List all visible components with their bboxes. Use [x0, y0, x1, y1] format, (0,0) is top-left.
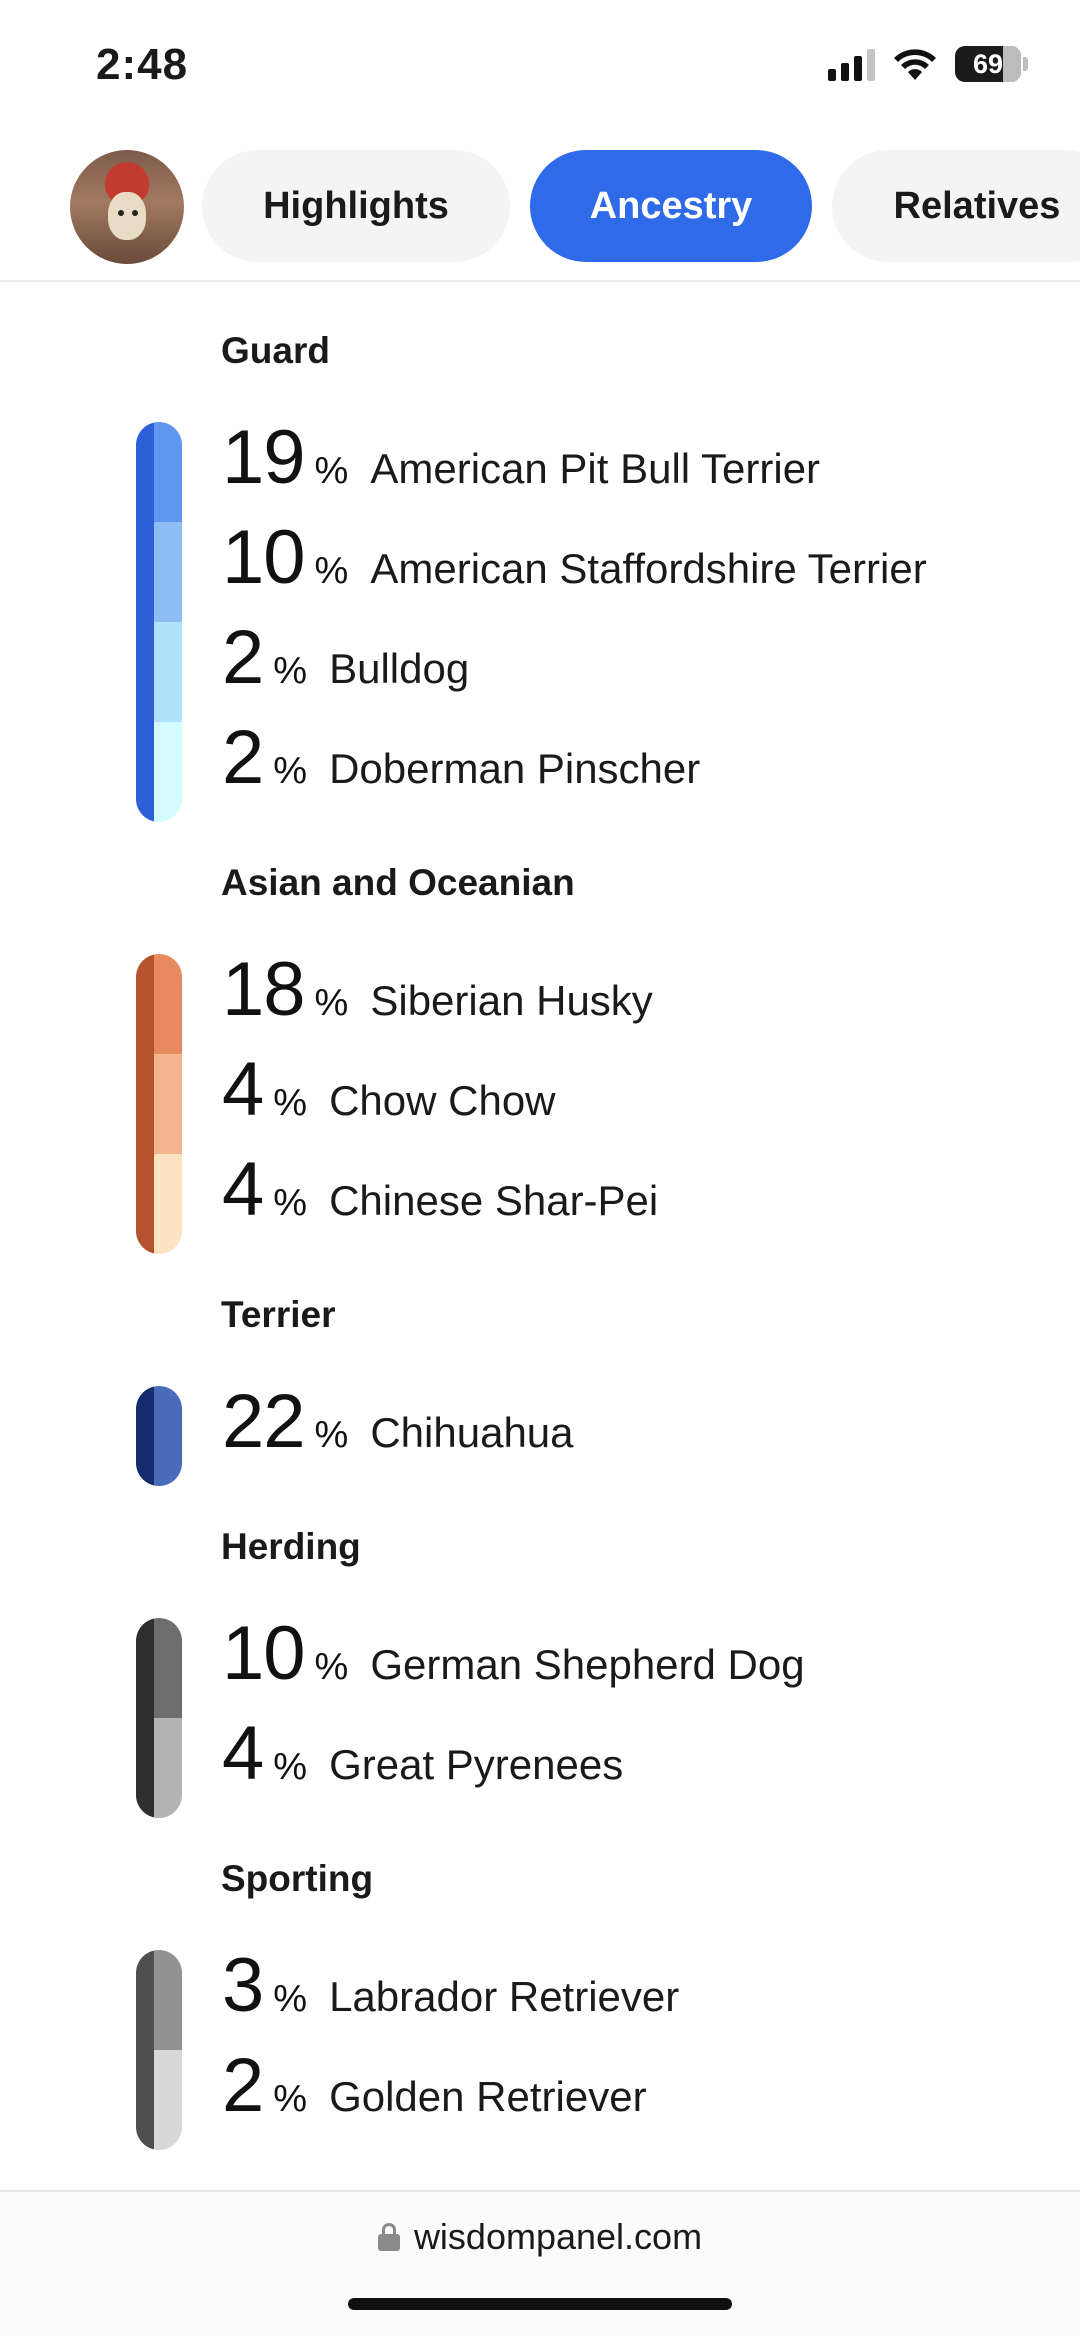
home-indicator[interactable]: [348, 2298, 732, 2310]
tab-relatives[interactable]: Relatives: [832, 150, 1080, 262]
breed-name: Golden Retriever: [329, 2073, 647, 2120]
breed-name: German Shepherd Dog: [370, 1641, 805, 1688]
group-title: Terrier: [221, 1294, 336, 1335]
percent-sign: %: [314, 1646, 349, 1688]
percent-sign: %: [314, 450, 349, 492]
breed-name: American Pit Bull Terrier: [370, 445, 821, 492]
group-title: Herding: [221, 1526, 361, 1567]
breed-percent: 4: [222, 1047, 264, 1132]
lock-icon: [377, 2223, 400, 2251]
url-text: wisdompanel.com: [413, 2216, 703, 2257]
breed-row[interactable]: 4% Chinese Shar-Pei: [222, 1146, 658, 1246]
breed-percent: 2: [222, 2043, 264, 2128]
breed-percent: 2: [222, 715, 264, 800]
breed-row[interactable]: 18% Siberian Husky: [222, 946, 653, 1046]
status-bar: 2:48 69: [0, 0, 1080, 130]
tab-highlights[interactable]: Highlights: [202, 150, 510, 262]
breed-row[interactable]: 19% American Pit Bull Terrier: [222, 414, 820, 514]
ancestry-color-bar: [136, 422, 182, 822]
cellular-signal-icon: [828, 47, 875, 81]
ancestry-color-bar: [136, 1386, 182, 1486]
breed-percent: 22: [222, 1379, 306, 1464]
group-title: Asian and Oceanian: [221, 862, 575, 903]
breed-row[interactable]: 10% German Shepherd Dog: [222, 1610, 805, 1710]
tab-bar: Highlights Ancestry Relatives: [0, 148, 1080, 282]
breed-name: Great Pyrenees: [329, 1741, 624, 1788]
breed-percent: 19: [222, 415, 306, 500]
breed-row[interactable]: 4% Great Pyrenees: [222, 1710, 623, 1810]
status-icons: 69: [828, 46, 1028, 82]
percent-sign: %: [273, 650, 308, 692]
breed-name: Doberman Pinscher: [329, 745, 701, 792]
battery-icon: 69: [955, 46, 1028, 82]
breed-percent: 10: [222, 515, 306, 600]
breed-row[interactable]: 2% Bulldog: [222, 614, 469, 714]
breed-row[interactable]: 4% Chow Chow: [222, 1046, 556, 1146]
percent-sign: %: [273, 1182, 308, 1224]
percent-sign: %: [273, 1978, 308, 2020]
group-title: Sporting: [221, 1858, 374, 1899]
breed-name: Bulldog: [329, 645, 470, 692]
breed-name: Chinese Shar-Pei: [329, 1177, 659, 1224]
battery-level: 69: [972, 48, 1004, 79]
breed-name: Labrador Retriever: [329, 1973, 680, 2020]
percent-sign: %: [273, 1746, 308, 1788]
breed-name: Chihuahua: [370, 1409, 574, 1456]
dog-avatar[interactable]: [70, 150, 184, 264]
ancestry-color-bar: [136, 1618, 182, 1818]
breed-row[interactable]: 10% American Staffordshire Terrier: [222, 514, 927, 614]
breed-row[interactable]: 22% Chihuahua: [222, 1378, 574, 1478]
wifi-icon: [893, 47, 937, 81]
breed-percent: 10: [222, 1611, 306, 1696]
breed-name: Chow Chow: [329, 1077, 556, 1124]
percent-sign: %: [273, 750, 308, 792]
breed-percent: 4: [222, 1711, 264, 1796]
breed-name: Siberian Husky: [370, 977, 653, 1024]
breed-row[interactable]: 3% Labrador Retriever: [222, 1942, 679, 2042]
status-time: 2:48: [96, 40, 189, 89]
breed-percent: 3: [222, 1943, 264, 2028]
percent-sign: %: [273, 1082, 308, 1124]
percent-sign: %: [314, 550, 349, 592]
ancestry-color-bar: [136, 1950, 182, 2150]
percent-sign: %: [314, 1414, 349, 1456]
breed-percent: 4: [222, 1147, 264, 1232]
tab-ancestry[interactable]: Ancestry: [530, 150, 812, 262]
group-title: Guard: [221, 330, 330, 371]
breed-row[interactable]: 2% Doberman Pinscher: [222, 714, 700, 814]
percent-sign: %: [314, 982, 349, 1024]
percent-sign: %: [273, 2078, 308, 2120]
browser-url-bar[interactable]: wisdompanel.com: [0, 2190, 1080, 2337]
breed-percent: 18: [222, 947, 306, 1032]
breed-name: American Staffordshire Terrier: [370, 545, 927, 592]
ancestry-color-bar: [136, 954, 182, 1254]
breed-percent: 2: [222, 615, 264, 700]
breed-row[interactable]: 2% Golden Retriever: [222, 2042, 647, 2142]
